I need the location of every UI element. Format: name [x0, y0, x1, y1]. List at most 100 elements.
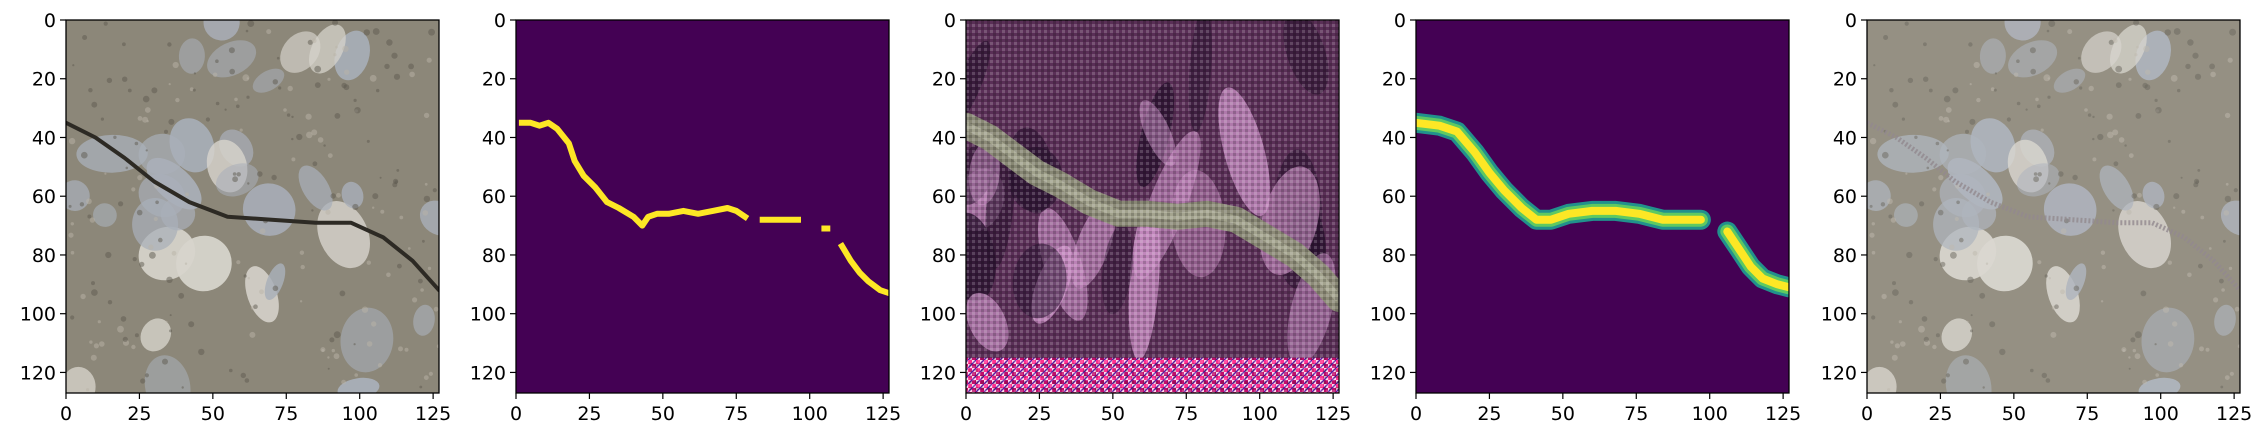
stone	[2118, 201, 2171, 269]
stone	[140, 318, 172, 352]
grain	[409, 71, 415, 78]
grain	[2084, 108, 2088, 112]
grain	[243, 274, 247, 278]
stone	[1939, 133, 1987, 175]
grain	[372, 193, 379, 200]
grain	[122, 336, 128, 342]
grain	[2087, 113, 2092, 117]
grain	[122, 42, 126, 47]
grain	[1940, 261, 1946, 267]
grain	[369, 74, 377, 82]
grain	[272, 79, 278, 85]
grain	[412, 297, 418, 303]
stone	[340, 307, 394, 373]
grain	[2227, 57, 2233, 63]
grain	[205, 117, 210, 122]
grain	[2040, 128, 2044, 132]
grain	[81, 151, 88, 159]
y-tick-label: 40	[932, 127, 956, 149]
stone	[2142, 181, 2165, 209]
grain	[372, 28, 380, 35]
stone	[1979, 38, 2006, 74]
y-tick-label: 60	[32, 186, 56, 208]
y-tick-label: 60	[1833, 186, 1857, 208]
grain	[2198, 263, 2203, 269]
grain	[131, 187, 136, 192]
grain	[2208, 247, 2212, 250]
stone	[66, 366, 96, 393]
grain	[1869, 137, 1877, 145]
grain	[2050, 331, 2057, 338]
grain	[423, 375, 429, 380]
grain	[2170, 74, 2178, 82]
grain	[2060, 289, 2065, 295]
grain	[198, 348, 205, 356]
grain	[172, 61, 179, 69]
axes-frame	[65, 19, 440, 394]
grain	[2210, 71, 2216, 78]
grain	[178, 292, 185, 299]
grain	[2100, 250, 2106, 255]
grain	[372, 206, 375, 209]
grain	[2033, 176, 2039, 183]
grain	[1982, 386, 1985, 389]
grain	[134, 333, 139, 338]
grain	[103, 21, 108, 26]
grain	[1947, 120, 1950, 123]
grain	[291, 157, 296, 162]
grain	[386, 272, 391, 278]
x-tick-label: 100	[792, 403, 828, 425]
grain	[70, 250, 75, 255]
grain	[189, 87, 194, 92]
grain	[2030, 68, 2036, 75]
grain	[307, 39, 313, 45]
y-tick-label: 20	[932, 69, 956, 91]
grain	[171, 250, 177, 256]
grain	[311, 129, 318, 136]
grain	[283, 108, 287, 112]
grain	[2030, 368, 2034, 373]
grain	[366, 341, 373, 347]
grain	[2130, 337, 2136, 343]
y-tick-label: 100	[1821, 304, 1857, 326]
x-tick-label: 25	[1928, 403, 1952, 425]
grain	[423, 195, 431, 203]
axes-frame	[1415, 19, 1790, 394]
grain	[2072, 174, 2078, 181]
y-tick-label: 60	[932, 186, 956, 208]
grain	[1933, 257, 1938, 262]
grain	[137, 175, 143, 181]
grain	[193, 72, 196, 75]
grain	[2172, 321, 2178, 327]
stone	[2141, 307, 2195, 373]
stone	[309, 24, 346, 74]
grain	[1923, 76, 1929, 82]
grain	[106, 77, 113, 84]
grain	[1937, 209, 1944, 216]
stone	[2008, 40, 2058, 78]
grain	[335, 45, 338, 49]
grain	[1976, 97, 1981, 103]
grain	[2135, 113, 2142, 119]
grain	[418, 278, 423, 284]
grain	[2234, 306, 2240, 312]
grain	[2167, 341, 2174, 347]
grain	[236, 172, 241, 177]
grain	[1979, 292, 1986, 299]
x-tick-label: 75	[1624, 403, 1648, 425]
grain	[352, 203, 359, 211]
grain	[2060, 228, 2067, 235]
grain	[89, 217, 96, 223]
grain	[118, 201, 124, 207]
grain	[2048, 20, 2056, 27]
grain	[1935, 141, 1940, 146]
grain	[1989, 321, 1996, 328]
grain	[1968, 42, 1973, 47]
y-tick-label: 20	[32, 69, 56, 91]
grain	[1945, 373, 1950, 378]
grain	[1932, 187, 1937, 192]
grain	[366, 260, 371, 265]
grain	[2220, 385, 2224, 389]
grain	[407, 247, 411, 250]
grain	[1956, 200, 1960, 205]
